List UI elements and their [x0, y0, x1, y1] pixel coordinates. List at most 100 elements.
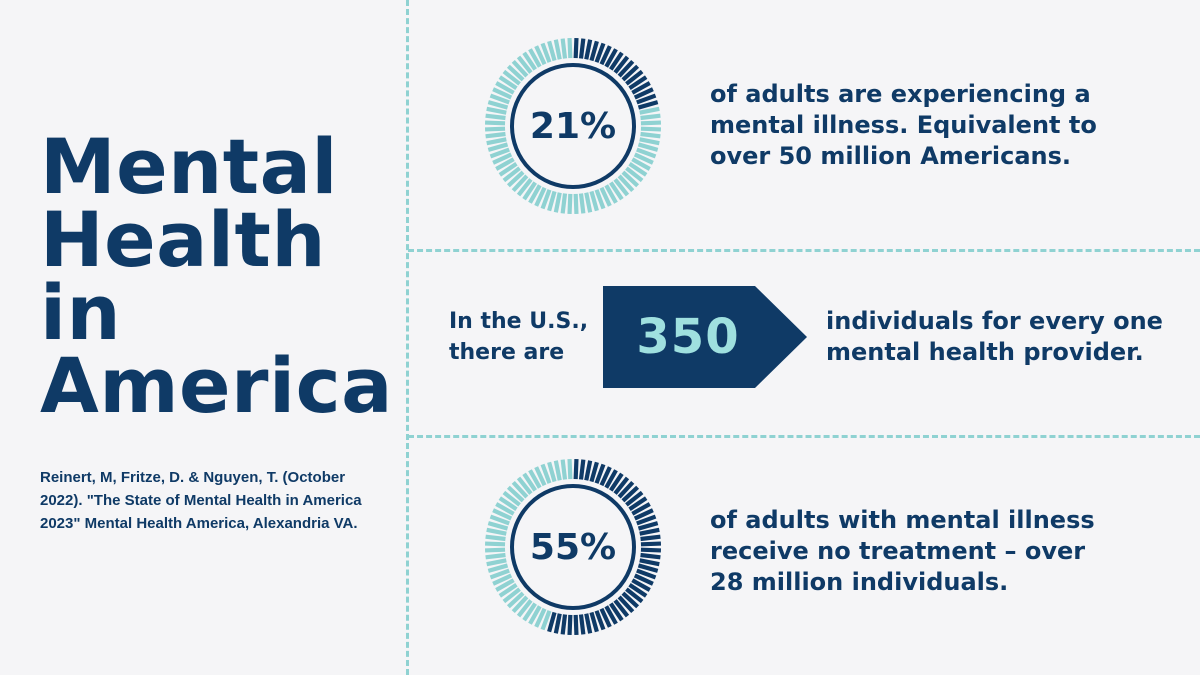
arrow-shape [603, 286, 807, 388]
ring-segment-empty [489, 93, 510, 105]
ring-segment-empty [553, 39, 562, 60]
ring-segment-empty [534, 45, 547, 66]
provider-description: individuals for every one mental health … [826, 306, 1163, 368]
ring-segment-empty [511, 480, 529, 499]
ring-segment-empty [484, 120, 506, 126]
ring-segment-empty [511, 59, 529, 78]
title-line: America [40, 341, 393, 430]
ring-segment-filled [621, 485, 640, 503]
ring-segment-filled [613, 476, 630, 495]
stat-line: 28 million individuals. [710, 568, 1009, 596]
ring-segment-empty [487, 563, 509, 573]
percent-ring: 55% [483, 457, 663, 637]
ring-segment-empty [640, 126, 662, 132]
stat-line: over 50 million Americans. [710, 142, 1072, 170]
ring-segment-empty [560, 193, 568, 214]
ring-segment-empty [486, 527, 507, 536]
ring-segment-empty [540, 463, 552, 484]
ring-segment-empty [495, 157, 515, 171]
ring-segment-empty [511, 595, 529, 614]
ring-segment-empty [578, 193, 586, 214]
ring-segment-empty [617, 174, 635, 193]
ring-segment-filled [594, 610, 606, 631]
ring-segment-filled [567, 614, 573, 636]
ring-segment-empty [636, 147, 657, 159]
ring-segment-filled [628, 496, 648, 511]
ring-segment-filled [573, 614, 579, 636]
stat-description: of adults with mental illness receive no… [710, 505, 1095, 598]
ring-graphic [484, 458, 662, 636]
ring-segment-empty [484, 547, 506, 553]
ring-segment-empty [547, 461, 557, 483]
ring-segment-filled [599, 45, 612, 66]
ring-segment-empty [637, 142, 659, 152]
ring-segment-empty [621, 170, 640, 188]
ring-segment-filled [640, 552, 661, 560]
title-line: Health [40, 195, 326, 284]
ring-segment-empty [584, 192, 593, 213]
ring-segment-filled [633, 573, 654, 586]
ring-segment-empty [502, 587, 521, 604]
ring-segment-empty [516, 178, 533, 197]
stat-description: of adults are experiencing a mental illn… [710, 79, 1097, 172]
stat-line: receive no treatment – over [710, 537, 1086, 565]
ring-segment-filled [599, 607, 612, 628]
ring-segment-empty [567, 193, 573, 215]
ring-segment-filled [604, 48, 618, 68]
ring-segment-filled [589, 40, 599, 62]
ring-segment-empty [553, 192, 562, 213]
ring-segment-empty [485, 131, 506, 139]
ring-segment-empty [487, 100, 509, 110]
page-title: Mental Health in America [40, 129, 400, 430]
ring-segment-empty [640, 120, 662, 126]
stat-line: mental illness. Equivalent to [710, 111, 1097, 139]
ring-segment-filled [633, 87, 654, 100]
ring-segment-empty [573, 193, 579, 215]
ring-segment-filled [599, 466, 612, 487]
ring-segment-empty [486, 106, 507, 115]
ring-segment-empty [633, 152, 654, 165]
ring-segment-empty [489, 568, 510, 580]
ring-segment-empty [489, 514, 510, 526]
ring-segment-empty [547, 40, 557, 62]
ring-segment-empty [528, 469, 542, 489]
ring-segment-empty [567, 37, 573, 59]
ring-segment-filled [636, 568, 657, 580]
horizontal-divider [408, 435, 1200, 438]
ring-segment-filled [617, 480, 635, 499]
ring-segment-filled [636, 514, 657, 526]
ring-segment-filled [594, 42, 606, 63]
ring-segment-empty [506, 64, 525, 82]
ring-segment-empty [534, 466, 547, 487]
ring-segment-filled [613, 599, 630, 618]
ring-segment-empty [567, 458, 573, 480]
ring-segment-empty [486, 137, 507, 146]
ring-segment-empty [485, 552, 506, 560]
ring-segment-filled [578, 38, 586, 59]
ring-segment-filled [609, 472, 624, 492]
ring-segment-empty [506, 485, 525, 503]
ring-segment-empty [613, 178, 630, 197]
ring-segment-empty [604, 184, 618, 204]
arrow-badge: 350 [603, 286, 807, 388]
ring-segment-empty [502, 69, 521, 86]
ring-segment-filled [584, 39, 593, 60]
ring-segment-empty [560, 459, 568, 480]
ring-segment-filled [578, 614, 586, 635]
ring-segment-empty [502, 490, 521, 507]
ring-segment-filled [637, 521, 659, 531]
citation: Reinert, M, Fritze, D. & Nguyen, T. (Oct… [40, 469, 362, 532]
ring-segment-empty [528, 184, 542, 204]
ring-segment-empty [487, 142, 509, 152]
ring-segment-filled [628, 75, 648, 90]
ring-segment-empty [522, 602, 537, 622]
ring-graphic [484, 37, 662, 215]
ring-segment-empty [547, 190, 557, 212]
provider-intro: In the U.S., there are [449, 306, 588, 368]
ring-segment-empty [516, 476, 533, 495]
ring-segment-empty [506, 170, 525, 188]
ring-segment-filled [617, 59, 635, 78]
ring-segment-empty [485, 113, 506, 121]
stat-line: individuals for every one [826, 307, 1163, 335]
ring-segment-empty [492, 87, 513, 100]
